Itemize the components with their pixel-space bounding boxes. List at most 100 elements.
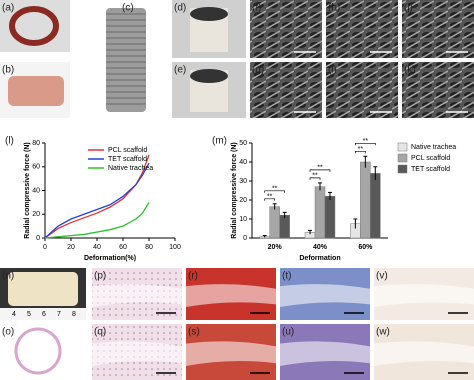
tube-top [190, 69, 228, 83]
image-panel [250, 0, 322, 58]
tissue-band [374, 284, 474, 307]
panel-label: (u) [282, 327, 294, 338]
ruler [0, 308, 86, 320]
legend-swatch [397, 164, 408, 174]
tube-top [190, 7, 228, 21]
image-panel [326, 62, 398, 118]
panel-label: (f) [252, 3, 261, 14]
y-tick-label: 80 [32, 140, 40, 147]
significance-label: ** [363, 138, 369, 145]
panel-label: (h) [328, 3, 340, 14]
legend-label: PCL scaffold [411, 155, 450, 162]
image-panel [0, 324, 86, 380]
panel-label: (l) [5, 136, 14, 147]
panel-label: (g) [252, 65, 264, 76]
significance-bracket [309, 169, 331, 172]
significance-bracket [355, 150, 366, 154]
y-tick-label: 60 [32, 164, 40, 171]
tissue-band [92, 341, 182, 366]
legend-swatch [397, 153, 408, 163]
x-axis-label: Deformation(%) [84, 255, 136, 262]
legend-label: PCL scaffold [108, 147, 147, 154]
significance-bracket [264, 198, 276, 201]
y-axis-label: Radial compressive force (N) [24, 142, 31, 238]
ring [9, 6, 59, 46]
y-tick-label: 20 [32, 211, 40, 218]
y-tick-label: 50 [239, 140, 247, 147]
bar [314, 186, 326, 239]
significance-bracket [309, 177, 321, 180]
panel-label: (r) [188, 271, 198, 282]
bar [370, 173, 381, 239]
tissue-band [186, 284, 276, 307]
legend-label: Native trachea [411, 144, 456, 151]
tissue-band [374, 341, 474, 366]
panel-label: (s) [188, 327, 200, 338]
x-tick-label: 40% [313, 244, 328, 251]
tissue-band [280, 284, 370, 307]
panel-label: (i) [328, 65, 337, 76]
y-tick-label: 40 [32, 187, 40, 194]
x-tick-label: 100 [169, 244, 181, 251]
legend-label: TET scaffold [411, 166, 450, 173]
ruler-number: 4 [12, 311, 16, 318]
panel-label: (d) [174, 3, 186, 14]
significance-label: ** [312, 173, 318, 180]
legend-label: Native trachea [108, 165, 153, 172]
ruler-number: 5 [27, 311, 31, 318]
tissue-band [92, 284, 182, 307]
tube [8, 272, 78, 306]
tissue-band [280, 341, 370, 366]
x-tick-label: 60 [119, 244, 127, 251]
significance-label: ** [272, 186, 278, 193]
ruler-number: 7 [57, 311, 61, 318]
legend-swatch [397, 142, 408, 152]
line-series [44, 154, 150, 239]
legend-label: TET scaffold [108, 156, 147, 163]
bar [269, 206, 280, 239]
x-tick-label: 20 [67, 244, 75, 251]
panel-label: (c) [122, 3, 134, 14]
panel-label: (o) [2, 327, 14, 338]
panel-label: (n) [2, 271, 14, 282]
image-panel [250, 62, 322, 118]
bar [324, 195, 336, 239]
line-series [44, 162, 150, 239]
panel-label: (t) [282, 271, 291, 282]
scaffold [106, 8, 146, 112]
panel-label: (k) [404, 65, 416, 76]
panel-label: (j) [404, 3, 413, 14]
x-tick-label: 40 [93, 244, 101, 251]
bar [360, 161, 371, 239]
line-series [44, 202, 150, 239]
image-panel [402, 0, 474, 58]
significance-label: ** [267, 194, 273, 201]
significance-bracket [264, 190, 285, 193]
significance-label: ** [317, 165, 323, 172]
y-tick-label: 10 [239, 216, 247, 223]
panel-label: (w) [376, 327, 390, 338]
panel-label: (q) [94, 327, 106, 338]
ring [14, 327, 62, 375]
y-tick-label: 40 [239, 159, 247, 166]
panel-label: (m) [212, 136, 227, 147]
panel-label: (p) [94, 271, 106, 282]
y-tick-label: 20 [239, 197, 247, 204]
image-panel [402, 62, 474, 118]
bar [279, 214, 290, 239]
y-tick-label: 30 [239, 178, 247, 185]
significance-bracket [355, 142, 376, 146]
x-tick-label: 60% [358, 244, 373, 251]
tissue-band [186, 341, 276, 366]
panel-label: (a) [2, 3, 14, 14]
y-tick-label: 0 [36, 235, 40, 242]
y-tick-label: 0 [243, 235, 247, 242]
x-axis-label: Deformation [299, 255, 340, 262]
ruler-number: 6 [42, 311, 46, 318]
x-tick-label: 20% [268, 244, 283, 251]
y-axis-label: Radial compressive force (N) [231, 142, 238, 238]
panel-label: (b) [2, 65, 14, 76]
image-panel [326, 0, 398, 58]
tissue [8, 76, 64, 106]
